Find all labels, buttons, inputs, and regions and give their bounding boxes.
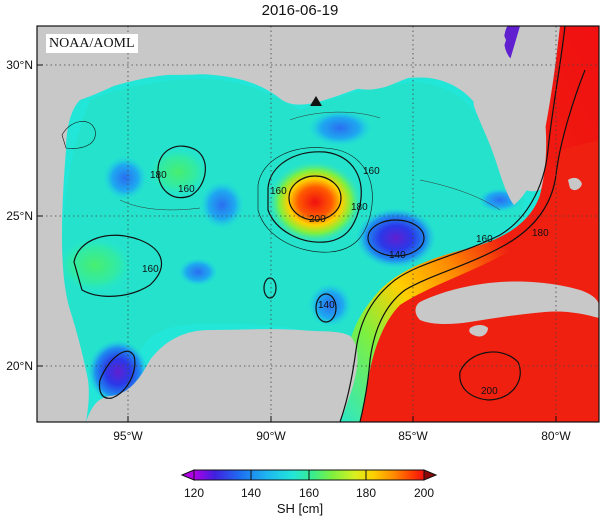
contour-180-loop	[359, 69, 586, 422]
colorbar-title: SH [cm]	[276, 501, 324, 516]
map-plot-area: 160 160 160 180 160 200 180 140 160 180 …	[37, 26, 599, 422]
lon-tick-label: 90°W	[256, 429, 286, 443]
blue-blob-south	[178, 258, 218, 286]
blue-blob-north	[308, 110, 372, 146]
lon-tick-label: 95°W	[113, 429, 143, 443]
land-cuba	[415, 281, 599, 325]
lat-tick-label: 30°N	[6, 58, 33, 72]
contour-140-campeche	[315, 293, 337, 323]
lat-tick-label: 25°N	[6, 209, 33, 223]
lon-tick-label: 80°W	[541, 429, 571, 443]
colorbar-max-arrow	[423, 469, 438, 481]
blue-blob-center	[200, 181, 244, 229]
contour-lines	[61, 26, 586, 422]
land-florida	[473, 26, 560, 205]
green-blob-north	[146, 146, 210, 198]
contour-labels: 160 160 160 180 160 200 180 140 160 180 …	[142, 166, 549, 397]
contour-200-eddy	[288, 175, 342, 221]
contour-label: 160	[270, 186, 287, 197]
graticule	[37, 26, 599, 422]
contour-label: 140	[389, 250, 406, 261]
contour-160-loop	[339, 26, 566, 422]
colorbar-tick-label: 140	[241, 486, 261, 500]
colorbar-tick-label: 160	[299, 486, 319, 500]
contour-thin-c	[419, 179, 501, 211]
land-isla-juventud	[469, 325, 488, 337]
contour-label: 160	[142, 264, 159, 275]
contour-140-cold	[367, 219, 425, 257]
contour-label: 160	[178, 184, 195, 195]
contour-160-north	[157, 145, 206, 199]
contour-label: 160	[476, 234, 493, 245]
warm-core-caribbean	[360, 140, 599, 422]
colorbar: 120 140 160 180 200	[180, 469, 438, 500]
contour-label: 200	[309, 214, 326, 225]
contour-180-eddy	[267, 151, 362, 243]
contour-label: 140	[318, 300, 335, 311]
lat-tick-label: 20°N	[6, 359, 33, 373]
triangle-marker-icon	[310, 96, 322, 106]
contour-140-southwest	[98, 350, 136, 399]
colorbar-min-arrow	[180, 469, 195, 481]
contour-170-eddy	[257, 147, 373, 253]
map-title: 2016-06-19	[261, 2, 339, 19]
credit-label: NOAA/AOML	[46, 34, 138, 53]
contour-label: 180	[532, 228, 549, 239]
contour-small-loop	[263, 277, 277, 299]
colorbar-tick-label: 120	[184, 486, 204, 500]
land-bahamas	[568, 177, 582, 191]
contour-thin-a	[119, 199, 201, 211]
lon-tick-label: 85°W	[398, 429, 428, 443]
contour-label: 160	[363, 166, 380, 177]
land-north-america	[37, 26, 506, 422]
blue-blob-nw	[103, 156, 147, 200]
contour-160-west	[73, 234, 163, 297]
colorbar-tick-label: 200	[414, 486, 434, 500]
contour-200-south	[459, 351, 521, 401]
green-blob-west	[55, 235, 135, 295]
cold-eddy	[356, 208, 436, 268]
warm-eddy	[267, 160, 363, 244]
map-frame	[36, 25, 600, 423]
tick-marks	[37, 64, 557, 422]
colorbar-tick-label: 180	[356, 486, 376, 500]
contour-label: 180	[150, 170, 167, 181]
blue-blob-campeche	[308, 283, 352, 327]
contour-label: 200	[481, 386, 498, 397]
contour-thin-b	[289, 111, 381, 121]
land-yucatan	[86, 329, 358, 422]
contour-label: 180	[351, 202, 368, 213]
